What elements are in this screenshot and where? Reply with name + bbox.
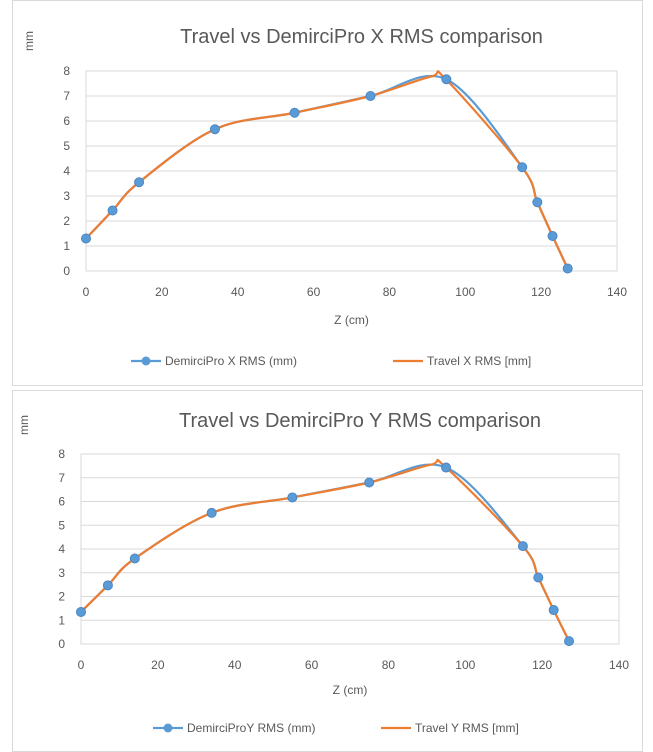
series-line-travel (85, 70, 569, 269)
series-line-travel (80, 458, 571, 642)
y-axis-label: mm (22, 31, 36, 51)
x-tick-label: 140 (609, 658, 629, 672)
data-point-demircipro (532, 197, 543, 208)
x-tick-label: 0 (78, 658, 85, 672)
y-axis-label: mm (17, 415, 31, 435)
legend-swatch-marker-demircipro (163, 723, 173, 733)
x-tick-label: 80 (383, 285, 397, 299)
y-tick-label: 3 (58, 566, 65, 580)
data-point-demircipro (548, 605, 559, 616)
data-point-demircipro (134, 177, 145, 188)
x-tick-label: 40 (231, 285, 245, 299)
data-point-demircipro (102, 580, 113, 591)
chart-y-rms: Travel vs DemirciPro Y RMS comparison mm 0… (17, 410, 629, 735)
y-tick-label: 2 (63, 214, 70, 228)
x-tick-label: 120 (532, 658, 552, 672)
data-point-demircipro (289, 107, 300, 118)
series-line-demircipro (85, 74, 569, 269)
chart-x-rms: Travel vs DemirciPro X RMS comparison mm 0… (22, 26, 627, 368)
y-tick-label: 2 (58, 590, 65, 604)
y-tick-label: 6 (58, 495, 65, 509)
y-tick-label: 8 (58, 447, 65, 461)
y-tick-label: 1 (63, 239, 70, 253)
legend-label-travel: Travel Y RMS [mm] (415, 721, 519, 735)
data-point-demircipro (441, 74, 452, 85)
data-point-demircipro (533, 572, 544, 583)
data-point-demircipro (129, 553, 140, 564)
y-tick-label: 0 (58, 637, 65, 651)
x-tick-label: 60 (305, 658, 319, 672)
x-tick-label: 0 (83, 285, 90, 299)
x-tick-label: 20 (151, 658, 165, 672)
data-point-demircipro (81, 233, 91, 244)
y-tick-label: 0 (63, 264, 70, 278)
data-point-demircipro (562, 263, 573, 274)
data-point-demircipro (206, 507, 217, 518)
x-tick-label: 100 (455, 285, 475, 299)
data-point-demircipro (365, 91, 376, 101)
chart-title: Travel vs DemirciPro Y RMS comparison (179, 410, 541, 432)
x-tick-label: 20 (155, 285, 169, 299)
y-tick-label: 8 (63, 64, 70, 78)
data-point-demircipro (209, 124, 220, 135)
y-tick-label: 7 (58, 471, 65, 485)
legend-label-demircipro: DemirciPro X RMS (mm) (165, 354, 297, 368)
x-tick-label: 40 (228, 658, 242, 672)
data-point-demircipro (547, 231, 558, 241)
x-tick-label: 80 (382, 658, 396, 672)
y-tick-label: 1 (58, 613, 65, 627)
data-point-demircipro (564, 636, 575, 647)
data-point-demircipro (441, 462, 452, 473)
data-point-demircipro (517, 541, 528, 552)
y-tick-label: 4 (63, 164, 70, 178)
data-point-demircipro (364, 477, 375, 488)
x-tick-label: 60 (307, 285, 321, 299)
chart-title: Travel vs DemirciPro X RMS comparison (180, 26, 543, 48)
y-tick-label: 5 (58, 518, 65, 532)
y-tick-label: 7 (63, 89, 70, 103)
data-point-demircipro (76, 606, 86, 617)
x-tick-label: 100 (455, 658, 475, 672)
legend-swatch-marker-demircipro (141, 356, 151, 366)
x-tick-label: 120 (531, 285, 551, 299)
legend-label-demircipro: DemirciProY RMS (mm) (187, 721, 315, 735)
data-point-demircipro (107, 205, 118, 216)
x-tick-label: 140 (607, 285, 627, 299)
x-axis-label: Z (cm) (333, 683, 368, 697)
data-point-demircipro (517, 162, 528, 173)
y-tick-label: 3 (63, 189, 70, 203)
y-tick-label: 6 (63, 114, 70, 128)
y-tick-label: 4 (58, 542, 65, 556)
legend-label-travel: Travel X RMS [mm] (427, 354, 531, 368)
x-axis-label: Z (cm) (334, 313, 369, 327)
data-point-demircipro (287, 492, 298, 503)
chart-panel-y-rms: Travel vs DemirciPro Y RMS comparison mm 0… (12, 390, 643, 752)
chart-panel-x-rms: Travel vs DemirciPro X RMS comparison mm 0… (12, 0, 643, 386)
y-tick-label: 5 (63, 139, 70, 153)
